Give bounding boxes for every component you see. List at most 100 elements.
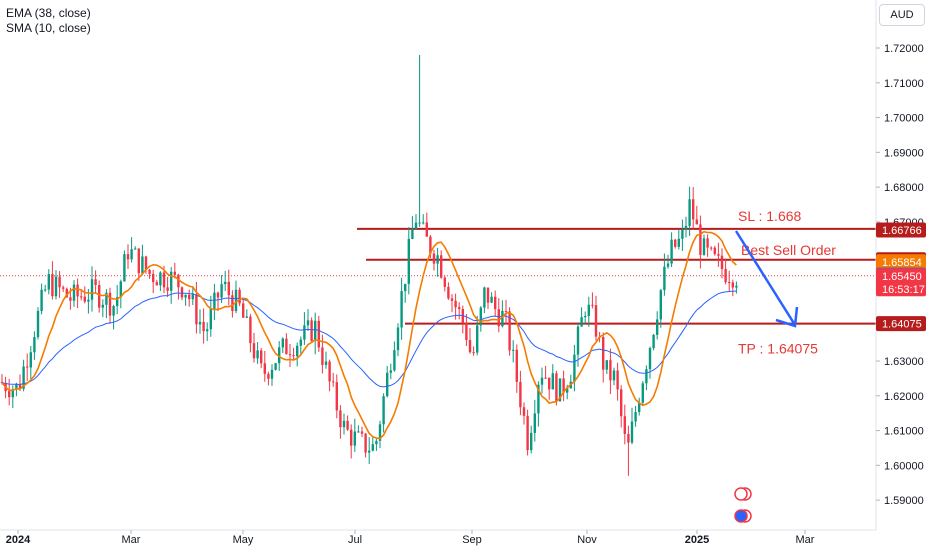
time-tick-label: Sep <box>462 534 482 546</box>
time-tick-label: May <box>233 534 254 546</box>
moving-average-lines <box>1 230 737 440</box>
candle-body <box>389 370 392 373</box>
candle-body <box>148 269 151 274</box>
candle-body <box>54 276 58 297</box>
candle-body <box>76 284 79 297</box>
candle-body <box>548 377 551 390</box>
candle-body <box>159 272 162 286</box>
candle-body <box>666 263 670 267</box>
candle-body <box>94 279 97 285</box>
candle-body <box>648 348 652 370</box>
candle-body <box>447 286 450 299</box>
time-axis[interactable]: 2024 Mar May Jul Sep Nov 2025 Mar <box>0 529 876 546</box>
candle-body <box>231 295 234 312</box>
candle-body <box>411 228 414 239</box>
price-axis[interactable]: 1.720001.710001.700001.690001.680001.670… <box>875 0 926 530</box>
candle-body <box>609 360 612 381</box>
candle-body <box>263 363 266 374</box>
candle-body <box>468 339 472 353</box>
candle-body <box>713 247 716 255</box>
drawings: SL : 1.668 Best Sell Order TP : 1.64075 <box>734 208 836 523</box>
candle-body <box>134 248 137 250</box>
annotation-label: SL : 1.668 <box>738 208 802 224</box>
candle-body <box>130 249 133 260</box>
candle-body <box>508 311 511 351</box>
price-tick-label: 1.59000 <box>884 495 924 507</box>
candle-body <box>177 274 180 288</box>
candle-body <box>0 381 4 383</box>
time-tick-label: Jul <box>348 534 362 546</box>
candle-body <box>144 256 148 270</box>
candle-body <box>281 338 284 348</box>
candle-body <box>65 288 68 298</box>
candle-body <box>656 319 659 335</box>
candle-body <box>353 431 356 446</box>
candle-body <box>580 317 583 327</box>
candles <box>0 54 738 476</box>
candle-body <box>620 389 623 417</box>
price-tick-label: 1.69000 <box>884 147 924 159</box>
candle-body <box>116 297 119 307</box>
candle-body <box>173 271 176 275</box>
candle-body <box>227 281 230 296</box>
price-tick-label: 1.61000 <box>884 426 924 438</box>
candle-body <box>584 316 587 318</box>
candle-body <box>296 345 299 357</box>
price-label-tag: 1.66766 <box>876 222 926 238</box>
candle-body <box>450 298 454 301</box>
price-label-text: 1.66766 <box>882 225 922 237</box>
sma-10-line <box>1 230 737 440</box>
candle-body <box>386 372 389 397</box>
candle-body <box>274 363 277 370</box>
candle-body <box>418 222 421 224</box>
candle-body <box>162 272 166 288</box>
candle-body <box>731 282 734 288</box>
price-label-tag: 1.65854 <box>876 254 926 270</box>
ema-38-line <box>1 290 737 388</box>
candle-body <box>191 294 194 300</box>
candle-body <box>616 370 619 390</box>
candle-body <box>720 255 724 269</box>
candle-body <box>414 222 418 229</box>
candle-body <box>540 377 544 385</box>
candle-body <box>141 256 144 274</box>
event-marker-icon <box>734 509 748 523</box>
ema-indicator-label[interactable]: EMA (38, close) <box>6 6 91 20</box>
candle-body <box>306 320 310 326</box>
candle-body <box>360 431 364 434</box>
sma-indicator-label[interactable]: SMA (10, close) <box>6 21 91 35</box>
time-tick-label: Mar <box>796 534 815 546</box>
candle-body <box>465 322 468 340</box>
price-tick-label: 1.68000 <box>884 182 924 194</box>
candle-body <box>8 391 11 398</box>
candle-body <box>641 383 644 403</box>
candle-body <box>623 416 626 434</box>
candle-body <box>260 350 263 364</box>
candle-body <box>378 424 382 441</box>
candle-body <box>346 420 349 430</box>
candle-body <box>692 199 695 220</box>
candle-body <box>314 320 317 341</box>
candle-body <box>634 412 637 422</box>
candle-body <box>440 255 443 278</box>
candle-body <box>342 420 346 428</box>
currency-button[interactable]: AUD <box>879 4 925 26</box>
candle-body <box>710 247 713 249</box>
candle-body <box>350 429 353 446</box>
candle-body <box>101 304 104 308</box>
price-label-text: 1.65450 <box>882 271 922 283</box>
candle-body <box>292 355 295 357</box>
candle-body <box>51 274 54 297</box>
candle-body <box>519 381 522 408</box>
candle-body <box>206 329 209 332</box>
candle-body <box>40 289 43 312</box>
candle-body <box>80 296 83 298</box>
candle-body <box>58 276 61 288</box>
event-marker-icon <box>734 487 748 501</box>
candle-body <box>728 282 731 284</box>
candle-body <box>357 431 360 433</box>
candle-body <box>242 303 245 318</box>
candle-body <box>706 238 709 248</box>
candle-body <box>562 378 565 393</box>
